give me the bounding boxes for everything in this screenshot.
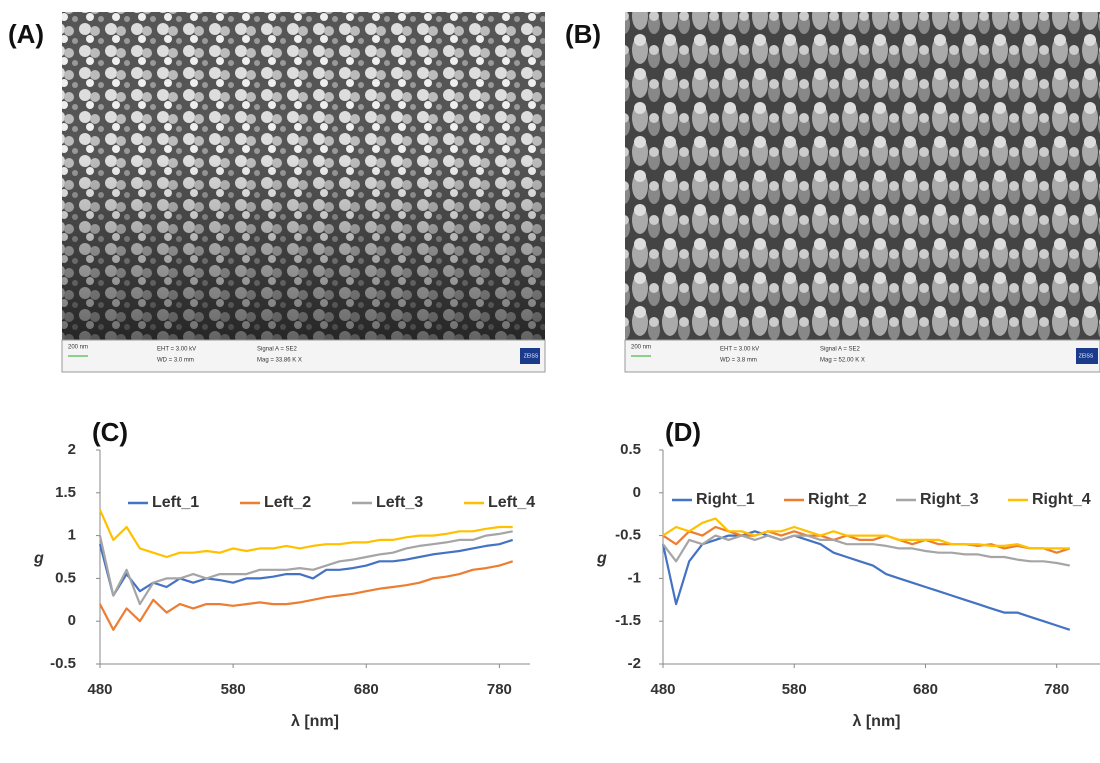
x-axis-title: λ [nm] — [853, 713, 901, 730]
wd: WD = 3.8 mm — [720, 358, 757, 364]
x-tick-label: 580 — [221, 681, 246, 698]
eht: EHT = 3.00 kV — [157, 347, 196, 353]
legend-label: Left_2 — [264, 494, 311, 511]
x-tick-label: 780 — [487, 681, 512, 698]
logo: ZEISS — [524, 353, 539, 359]
y-tick-label: 1 — [68, 527, 76, 544]
series-line — [100, 531, 513, 604]
chart-title: (C) — [92, 417, 128, 447]
y-tick-label: -0.5 — [50, 655, 76, 672]
y-tick-label: 0.5 — [620, 441, 641, 458]
scale-bar-label: 200 nm — [68, 345, 88, 351]
legend-label: Left_4 — [488, 494, 535, 511]
y-tick-label: 1.5 — [55, 484, 76, 501]
x-axis-title: λ [nm] — [291, 713, 339, 730]
panel-label: (A) — [8, 19, 44, 49]
sem-image-a — [62, 12, 545, 372]
logo: ZEISS — [1079, 353, 1094, 359]
x-tick-label: 680 — [354, 681, 379, 698]
scale-bar-label: 200 nm — [631, 345, 651, 351]
y-tick-label: 0.5 — [55, 569, 76, 586]
series-line — [100, 561, 513, 630]
figure: (A) 200 nm EHT = 3.00 kV WD = 3.0 mm Signal … — [0, 0, 1100, 763]
y-axis-title: g — [33, 550, 44, 567]
page: {"images": [ {"label": "(A)", "scale_bar… — [0, 0, 1100, 763]
y-axis-title: g — [596, 550, 607, 567]
legend-label: Right_2 — [808, 491, 867, 508]
series-line — [663, 527, 1070, 553]
chart-title: (D) — [665, 417, 701, 447]
y-tick-label: 2 — [68, 441, 76, 458]
legend-label: Left_1 — [152, 494, 199, 511]
y-tick-label: -1 — [628, 569, 641, 586]
legend-label: Right_4 — [1032, 491, 1091, 508]
y-tick-label: -0.5 — [615, 527, 641, 544]
y-tick-label: 0 — [633, 484, 641, 501]
signal: Signal A = SE2 — [820, 347, 861, 353]
x-tick-label: 580 — [782, 681, 807, 698]
y-tick-label: 0 — [68, 612, 76, 629]
x-tick-label: 480 — [87, 681, 112, 698]
legend-label: Left_3 — [376, 494, 423, 511]
mag: Mag = 33.86 K X — [257, 358, 302, 364]
wd: WD = 3.0 mm — [157, 358, 194, 364]
legend-label: Right_1 — [696, 491, 755, 508]
panel-label: (B) — [565, 19, 601, 49]
series-line — [100, 510, 513, 557]
signal: Signal A = SE2 — [257, 347, 298, 353]
sem-image-b — [625, 12, 1100, 372]
x-tick-label: 480 — [650, 681, 675, 698]
y-tick-label: -2 — [628, 655, 641, 672]
eht: EHT = 3.00 kV — [720, 347, 759, 353]
mag: Mag = 52.00 K X — [820, 358, 865, 364]
legend-label: Right_3 — [920, 491, 979, 508]
x-tick-label: 780 — [1044, 681, 1069, 698]
x-tick-label: 680 — [913, 681, 938, 698]
y-tick-label: -1.5 — [615, 612, 641, 629]
